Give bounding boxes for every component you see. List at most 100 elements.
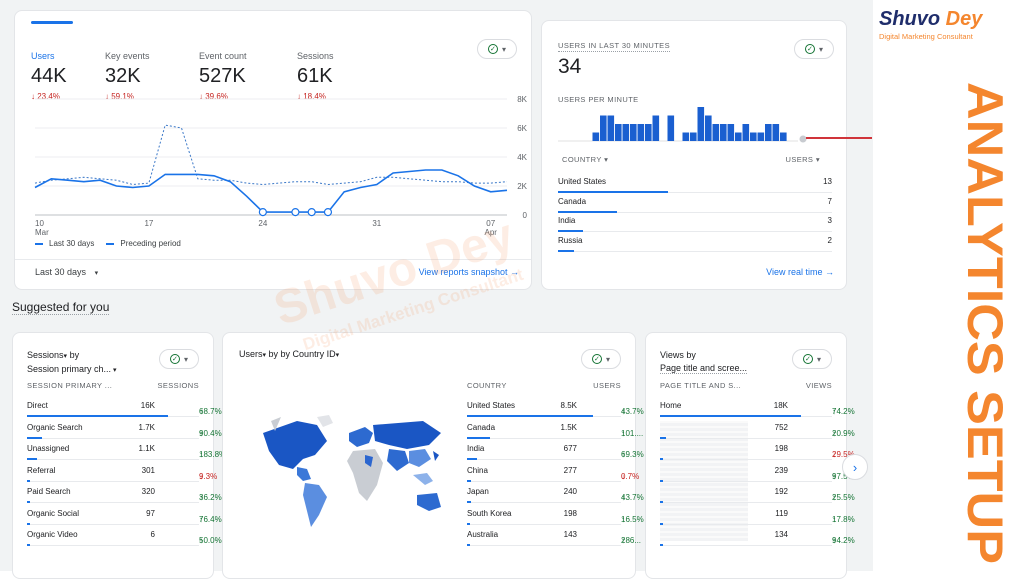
row-change-value: 43.7%: [621, 493, 644, 502]
check-circle-icon: ✓: [487, 44, 498, 54]
arrow-up-icon: ↑: [621, 536, 625, 545]
minute-bar[interactable]: [690, 132, 697, 142]
row-value: 1.5K: [560, 422, 577, 432]
by-label: by: [69, 350, 80, 360]
analytics-dashboard: ✓ ▾ Users 44K ↓ 23.4% Key events 32K ↓ 59.1% Ev…: [0, 0, 873, 579]
dropdown-caret-icon: ▾: [605, 354, 610, 364]
table-row[interactable]: Japan 240 ↑ 43.7%: [467, 481, 644, 503]
dropdown-caret-icon: ▾: [815, 155, 820, 164]
minute-bar[interactable]: [720, 124, 727, 141]
table-row[interactable]: Russia 2: [558, 230, 832, 252]
pages-status-button[interactable]: ✓ ▾: [792, 349, 832, 369]
table-row[interactable]: 198 ↓ 29.5%: [660, 438, 855, 460]
row-bar: [558, 191, 668, 193]
chart-legend: Last 30 days Preceding period: [35, 239, 181, 248]
users-column-header[interactable]: USERS: [593, 381, 621, 390]
date-range-selector[interactable]: Last 30 days ▾: [35, 267, 98, 277]
country-status-button[interactable]: ✓ ▾: [581, 349, 621, 369]
minute-bar[interactable]: [780, 132, 787, 142]
table-row[interactable]: Direct 16K ↑ 68.7%: [27, 395, 222, 417]
minute-bar[interactable]: [645, 124, 652, 141]
dropdown-caret-icon: ▾: [262, 352, 267, 359]
table-row[interactable]: Home 18K ↑ 74.2%: [660, 395, 855, 417]
sessions-column-header[interactable]: SESSIONS: [157, 381, 199, 390]
page-title-column-header[interactable]: PAGE TITLE AND S...: [660, 381, 742, 390]
minute-bar[interactable]: [712, 124, 720, 141]
table-row[interactable]: Referral 301 ↓ 9.3%: [27, 460, 217, 482]
table-row[interactable]: Canada 7: [558, 191, 832, 213]
view-real-time-link[interactable]: View real time →: [766, 267, 834, 277]
table-row[interactable]: Organic Search 1.7K ↑ 90.4%: [27, 417, 222, 439]
row-bar: [27, 501, 31, 503]
minute-bar[interactable]: [630, 124, 637, 141]
table-row[interactable]: 134 ↑ 94.2%: [660, 524, 855, 546]
minute-bar[interactable]: [735, 132, 742, 142]
users-column-header[interactable]: USERS ▾: [786, 155, 821, 164]
data-point-marker[interactable]: [258, 207, 267, 217]
minute-bar[interactable]: [750, 132, 757, 142]
table-row[interactable]: United States 8.5K ↑ 43.7%: [467, 395, 644, 417]
minute-bar[interactable]: [757, 132, 765, 142]
metric-selector[interactable]: Users: [239, 349, 263, 359]
table-row[interactable]: China 277 ↓ 0.7%: [467, 460, 639, 482]
row-change-value: 68.7%: [199, 407, 222, 416]
table-row[interactable]: 192 ↑ 25.5%: [660, 481, 855, 503]
table-row[interactable]: Organic Video 6 ↑ 50.0%: [27, 524, 222, 546]
row-label: Unassigned: [27, 444, 70, 453]
minute-bar[interactable]: [705, 115, 712, 142]
table-row[interactable]: Organic Social 97 ↑ 76.4%: [27, 503, 222, 525]
minute-bar[interactable]: [637, 124, 645, 141]
table-row[interactable]: Canada 1.5K ↑ 101....: [467, 417, 643, 439]
arrow-down-icon: ↓: [199, 92, 206, 101]
minute-bar[interactable]: [682, 132, 690, 142]
session-channel-header[interactable]: SESSION PRIMARY ...: [27, 381, 113, 390]
minute-bar[interactable]: [667, 115, 675, 142]
data-point-marker[interactable]: [323, 207, 333, 217]
country-column-header[interactable]: COUNTRY ▾: [562, 155, 608, 164]
row-change-value: 17.8%: [832, 514, 855, 524]
table-row[interactable]: 119 ↑ 17.8%: [660, 503, 855, 525]
metric-tab[interactable]: Event count 527K ↓ 39.6%: [199, 51, 247, 101]
table-row[interactable]: Unassigned 1.1K ↑ 183.8%: [27, 438, 226, 460]
minute-bar[interactable]: [615, 124, 622, 141]
dimension-selector[interactable]: Page title and scree...: [660, 363, 748, 374]
views-column-header[interactable]: VIEWS: [805, 381, 832, 390]
insights-status-button[interactable]: ✓ ▾: [477, 39, 517, 59]
metric-tab[interactable]: Key events 32K ↓ 59.1%: [105, 51, 150, 101]
minute-bar[interactable]: [652, 115, 660, 142]
metric-tab[interactable]: Users 44K ↓ 23.4%: [31, 51, 67, 101]
realtime-status-button[interactable]: ✓ ▾: [794, 39, 834, 59]
dimension-selector[interactable]: by Country ID: [280, 349, 336, 359]
data-point-marker[interactable]: [307, 207, 316, 217]
table-row[interactable]: India 3: [558, 210, 832, 232]
minute-bar[interactable]: [622, 124, 630, 141]
table-row[interactable]: Australia 143 ↑ 286...: [467, 524, 641, 546]
table-row[interactable]: South Korea 198 ↑ 16.5%: [467, 503, 644, 525]
arrow-up-icon: ↑: [199, 450, 203, 459]
minute-bar[interactable]: [697, 107, 705, 141]
country-column-header[interactable]: COUNTRY: [467, 381, 507, 390]
table-row[interactable]: 752 ↑ 20.9%: [660, 417, 855, 439]
metric-selector[interactable]: Sessions: [27, 350, 64, 360]
minute-bar[interactable]: [742, 124, 750, 141]
chevron-right-icon: ›: [852, 459, 858, 475]
minute-bar[interactable]: [772, 124, 780, 141]
minute-bar[interactable]: [600, 115, 607, 142]
minute-bar[interactable]: [592, 132, 600, 142]
table-row[interactable]: United States 13: [558, 171, 832, 193]
sessions-status-button[interactable]: ✓ ▾: [159, 349, 199, 369]
minute-bar[interactable]: [607, 115, 615, 142]
table-row[interactable]: Paid Search 320 ↑ 36.2%: [27, 481, 222, 503]
view-reports-snapshot-link[interactable]: View reports snapshot →: [419, 267, 519, 277]
table-row[interactable]: 239 ↑ 97.5%: [660, 460, 855, 482]
data-point-marker[interactable]: [291, 207, 300, 217]
metric-change: ↓ 18.4%: [297, 92, 334, 101]
table-row[interactable]: India 677 ↑ 69.3%: [467, 438, 644, 460]
dimension-selector[interactable]: Session primary ch...: [27, 364, 112, 374]
minute-bar[interactable]: [727, 124, 735, 141]
metric-selector[interactable]: Views by: [660, 350, 696, 360]
metric-tab[interactable]: Sessions 61K ↓ 18.4%: [297, 51, 334, 101]
next-cards-button[interactable]: ›: [842, 454, 868, 480]
minute-bar[interactable]: [765, 124, 772, 141]
row-bar: [467, 522, 471, 525]
